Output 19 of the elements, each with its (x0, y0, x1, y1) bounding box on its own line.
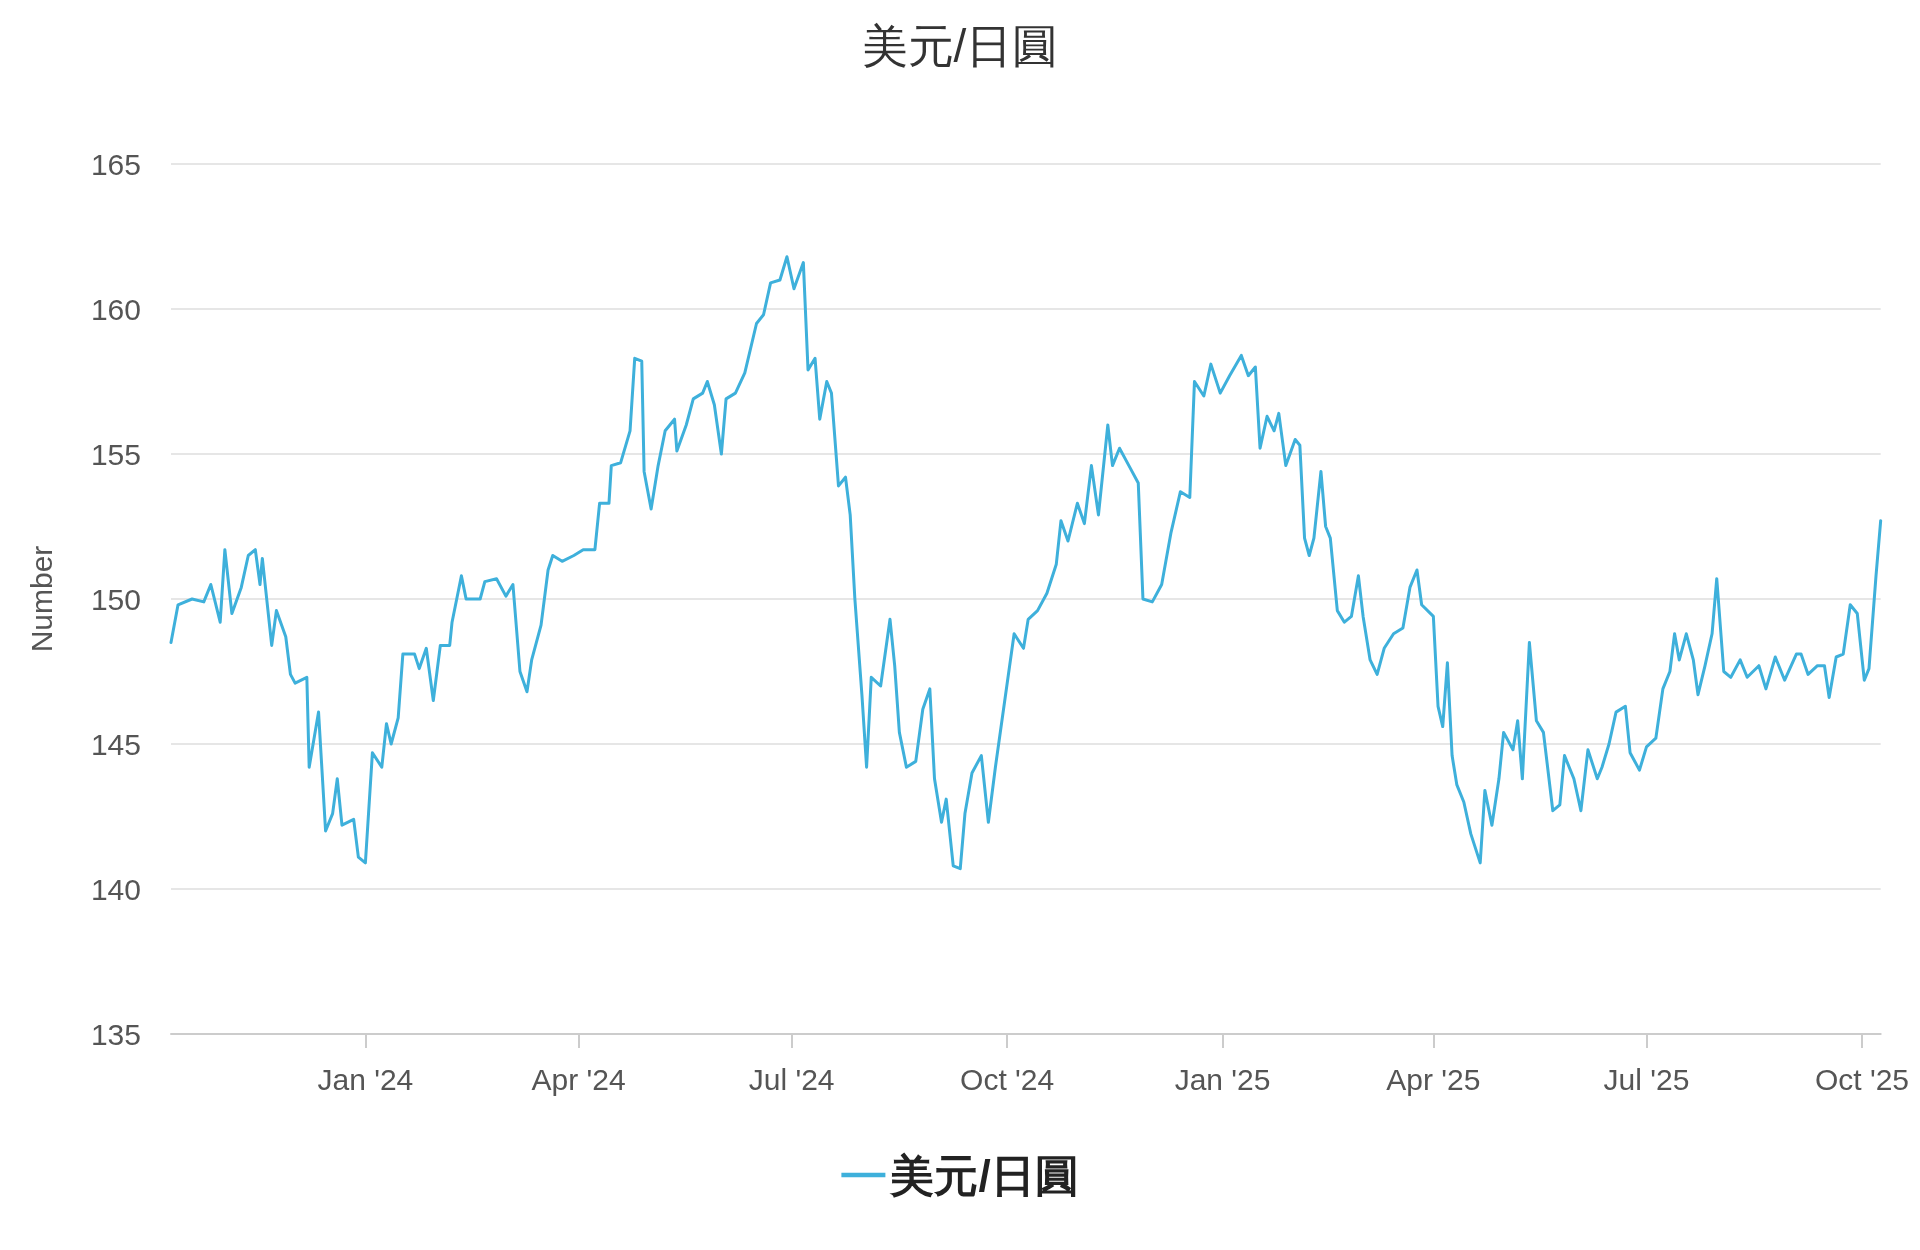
x-tick-label: Apr '25 (1386, 1062, 1481, 1096)
legend-label: 美元/日圓 (889, 1150, 1079, 1200)
y-tick-label: 150 (90, 582, 141, 616)
x-tick-label: Jul '24 (748, 1062, 835, 1096)
y-tick-label: 135 (90, 1017, 141, 1051)
x-tick-label: Jul '25 (1603, 1062, 1690, 1096)
x-tick-label: Apr '24 (531, 1062, 626, 1096)
chart-title: 美元/日圓 (861, 20, 1059, 72)
y-tick-label: 165 (90, 147, 141, 181)
x-tick-label: Oct '25 (1814, 1062, 1909, 1096)
x-tick-label: Jan '24 (317, 1062, 414, 1096)
y-tick-label: 155 (90, 437, 141, 471)
x-tick-label: Jan '25 (1174, 1062, 1271, 1096)
y-tick-label: 160 (90, 292, 141, 326)
y-tick-label: 140 (90, 872, 141, 906)
x-tick-label: Oct '24 (960, 1062, 1055, 1096)
y-tick-label: 145 (90, 727, 141, 761)
y-axis-title: Number (24, 545, 58, 653)
line-series (169, 255, 1883, 871)
